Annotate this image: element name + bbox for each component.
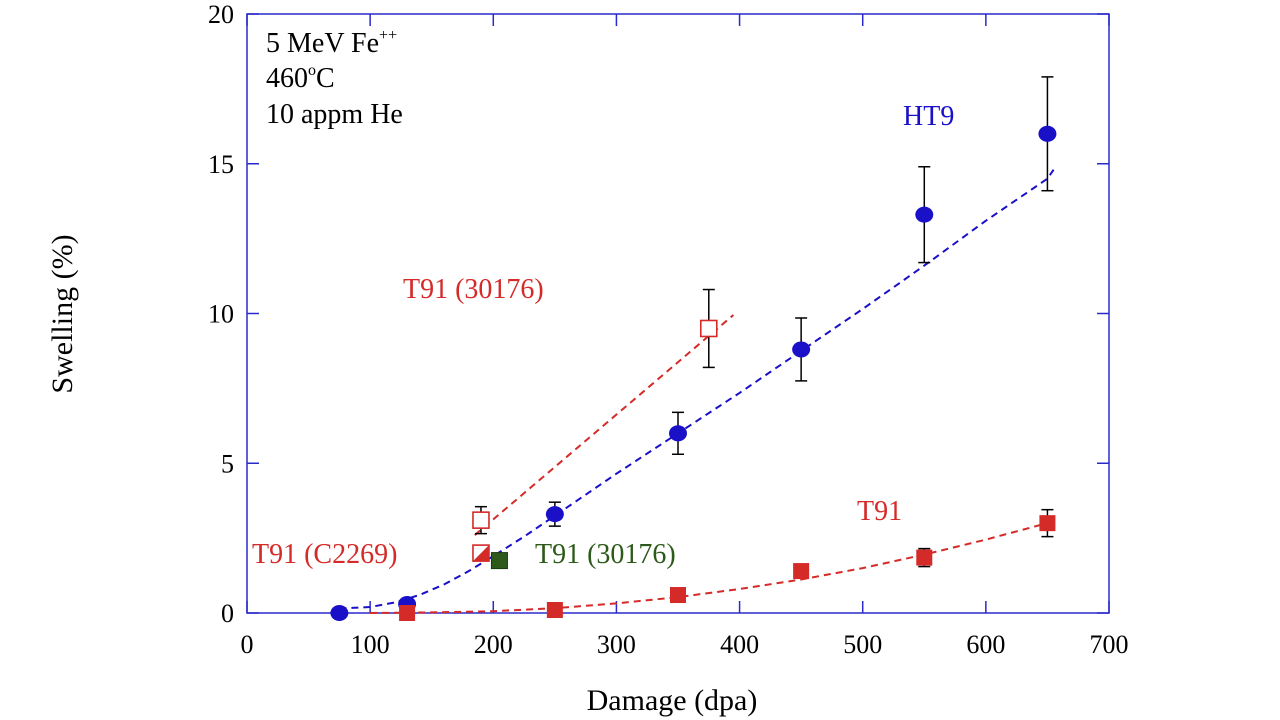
axis-ticks xyxy=(246,13,1110,614)
beam-condition: 5 MeV Fe++ xyxy=(266,27,397,59)
x-tick-label: 300 xyxy=(597,630,636,659)
x-tick-label: 100 xyxy=(351,630,390,659)
y-tick-labels: 0 5 10 15 20 xyxy=(208,0,234,628)
data-point xyxy=(545,506,564,523)
label-t91-c2269: T91 (C2269) xyxy=(252,539,397,570)
fit-line xyxy=(370,522,1048,614)
label-t91-30176-open: T91 (30176) xyxy=(403,274,544,305)
data-point xyxy=(915,206,934,223)
data-point-fill xyxy=(472,545,489,562)
label-ht9: HT9 xyxy=(903,101,954,132)
x-axis-title: Damage (dpa) xyxy=(587,684,758,717)
x-tick-label: 500 xyxy=(843,630,882,659)
data-markers xyxy=(330,125,1057,621)
data-point xyxy=(1038,125,1057,142)
error-bars xyxy=(474,76,1054,568)
data-point xyxy=(1039,515,1056,532)
y-tick-label: 0 xyxy=(221,599,234,628)
data-point xyxy=(399,605,416,621)
temperature-condition: 460oC xyxy=(266,62,335,94)
x-tick-label: 200 xyxy=(474,630,513,659)
y-tick-label: 15 xyxy=(208,150,234,179)
data-point xyxy=(330,605,349,621)
data-point xyxy=(670,587,686,604)
y-tick-label: 10 xyxy=(208,300,234,329)
data-point xyxy=(472,511,490,529)
y-tick-label: 20 xyxy=(208,0,234,29)
x-tick-labels: 0 100 200 300 400 500 600 700 xyxy=(241,630,1129,659)
label-t91: T91 xyxy=(857,496,902,527)
fit-line xyxy=(474,314,735,536)
data-point xyxy=(490,552,508,570)
x-tick-label: 400 xyxy=(720,630,759,659)
x-tick-label: 600 xyxy=(966,630,1005,659)
data-point xyxy=(699,319,718,338)
x-tick-label: 700 xyxy=(1090,630,1129,659)
data-point xyxy=(792,341,811,358)
data-point xyxy=(916,549,933,566)
y-axis-title: Swelling (%) xyxy=(46,234,79,393)
helium-condition: 10 appm He xyxy=(266,99,403,130)
label-t91-30176-green: T91 (30176) xyxy=(535,539,676,570)
fit-line xyxy=(339,169,1055,610)
fit-lines xyxy=(339,169,1055,614)
x-tick-label: 0 xyxy=(241,630,254,659)
data-point xyxy=(546,602,563,619)
data-point xyxy=(793,563,810,580)
y-tick-label: 5 xyxy=(221,449,234,478)
data-point xyxy=(669,425,687,442)
